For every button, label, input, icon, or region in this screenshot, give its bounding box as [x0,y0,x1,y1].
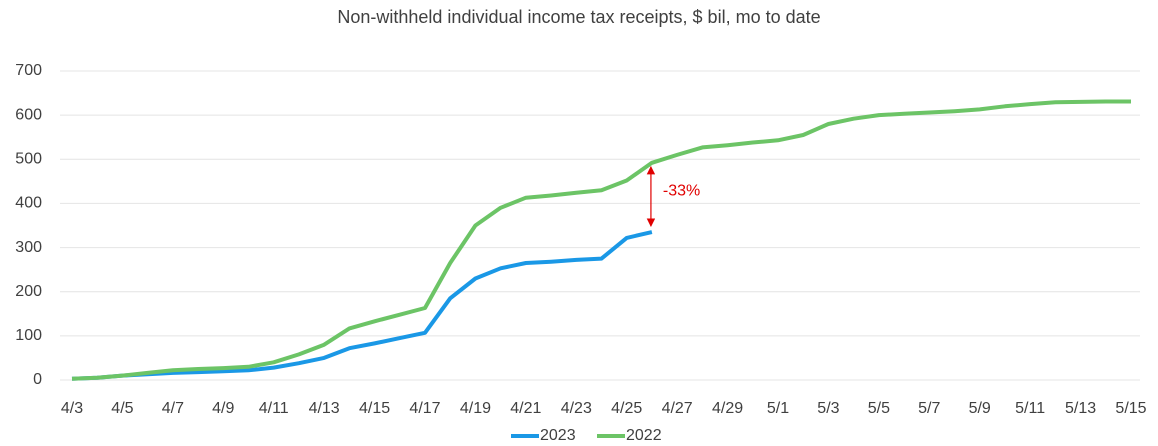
y-tick-label: 400 [15,195,42,212]
x-tick-label: 4/9 [212,400,234,417]
series-line [71,99,1131,381]
legend-label: 2023 [540,427,576,444]
y-tick-label: 700 [15,62,42,79]
x-tick-label: 4/11 [259,400,289,417]
x-tick-label: 5/7 [918,400,940,417]
chart-title: Non-withheld individual income tax recei… [337,7,820,27]
x-tick-label: 4/5 [111,400,133,417]
x-tick-label: 5/15 [1115,400,1146,417]
x-tick-label: 4/3 [61,400,83,417]
x-tick-label: 4/17 [409,400,440,417]
x-tick-label: 5/5 [868,400,890,417]
y-tick-label: 0 [33,371,42,388]
y-tick-label: 300 [15,239,42,256]
y-tick-label: 200 [15,283,42,300]
x-tick-label: 5/13 [1065,400,1096,417]
x-tick-label: 5/11 [1015,400,1045,417]
x-tick-label: 5/3 [817,400,839,417]
x-tick-label: 4/29 [712,400,743,417]
y-tick-label: 100 [15,327,42,344]
legend-label: 2022 [626,427,662,444]
x-tick-label: 4/21 [510,400,541,417]
x-tick-label: 4/27 [662,400,693,417]
annotation: -33% [663,183,700,200]
x-tick-label: 4/23 [561,400,592,417]
x-tick-label: 4/7 [162,400,184,417]
x-tick-label: 4/13 [309,400,340,417]
x-tick-label: 5/9 [969,400,991,417]
x-tick-label: 4/25 [611,400,642,417]
series-line [71,230,653,381]
y-tick-label: 500 [15,151,42,168]
x-tick-label: 4/19 [460,400,491,417]
x-tick-label: 5/1 [767,400,789,417]
x-tick-label: 4/15 [359,400,390,417]
y-tick-label: 600 [15,106,42,123]
